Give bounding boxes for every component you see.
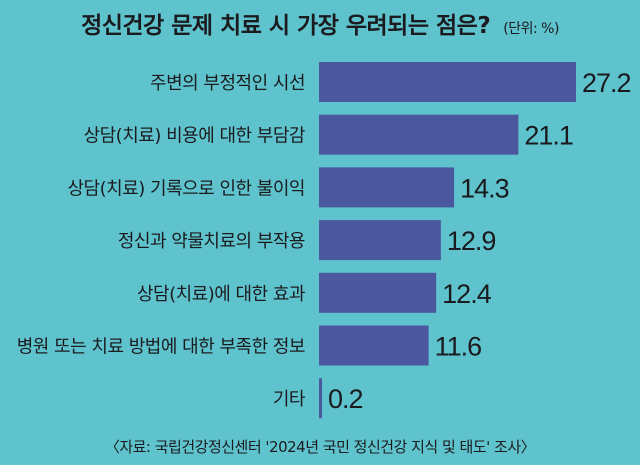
category-label-3: 정신과 약물치료의 부작용 [118, 231, 305, 252]
category-label-0: 주변의 부정적인 시선 [150, 73, 305, 94]
bar-1 [319, 114, 519, 155]
bar-2 [319, 167, 455, 208]
value-label-4: 12.4 [442, 279, 492, 309]
value-label-5: 11.6 [435, 332, 482, 362]
chart-title-block: 정신건강 문제 치료 시 가장 우려되는 점은? (단위: %) [0, 6, 640, 40]
category-label-4: 상담(치료)에 대한 효과 [137, 284, 305, 305]
value-label-2: 14.3 [460, 173, 509, 203]
category-label-6: 기타 [273, 389, 306, 410]
bar-5 [319, 325, 429, 366]
value-label-3: 12.9 [447, 226, 496, 256]
value-label-0: 27.2 [582, 68, 631, 98]
bar-0 [319, 62, 576, 102]
source-note: 〈자료: 국립건강정신센터 '2024년 국민 정신건강 지식 및 태도' 조사… [104, 438, 536, 456]
category-label-2: 상담(치료) 기록으로 인한 불이익 [68, 178, 306, 199]
value-label-6: 0.2 [328, 384, 363, 414]
bar-3 [319, 220, 441, 261]
chart-title: 정신건강 문제 치료 시 가장 우려되는 점은? [81, 13, 491, 39]
category-label-5: 병원 또는 치료 방법에 대한 부족한 정보 [17, 337, 305, 358]
bar-chart: 주변의 부정적인 시선 27.2 상담(치료) 비용에 대한 부담감 21.1 상담(치… [17, 62, 632, 419]
bar-4 [319, 272, 437, 313]
chart-unit: (단위: %) [503, 21, 559, 37]
category-label-1: 상담(치료) 비용에 대한 부담감 [84, 126, 305, 147]
bar-6 [319, 378, 322, 419]
value-label-1: 21.1 [524, 121, 573, 151]
